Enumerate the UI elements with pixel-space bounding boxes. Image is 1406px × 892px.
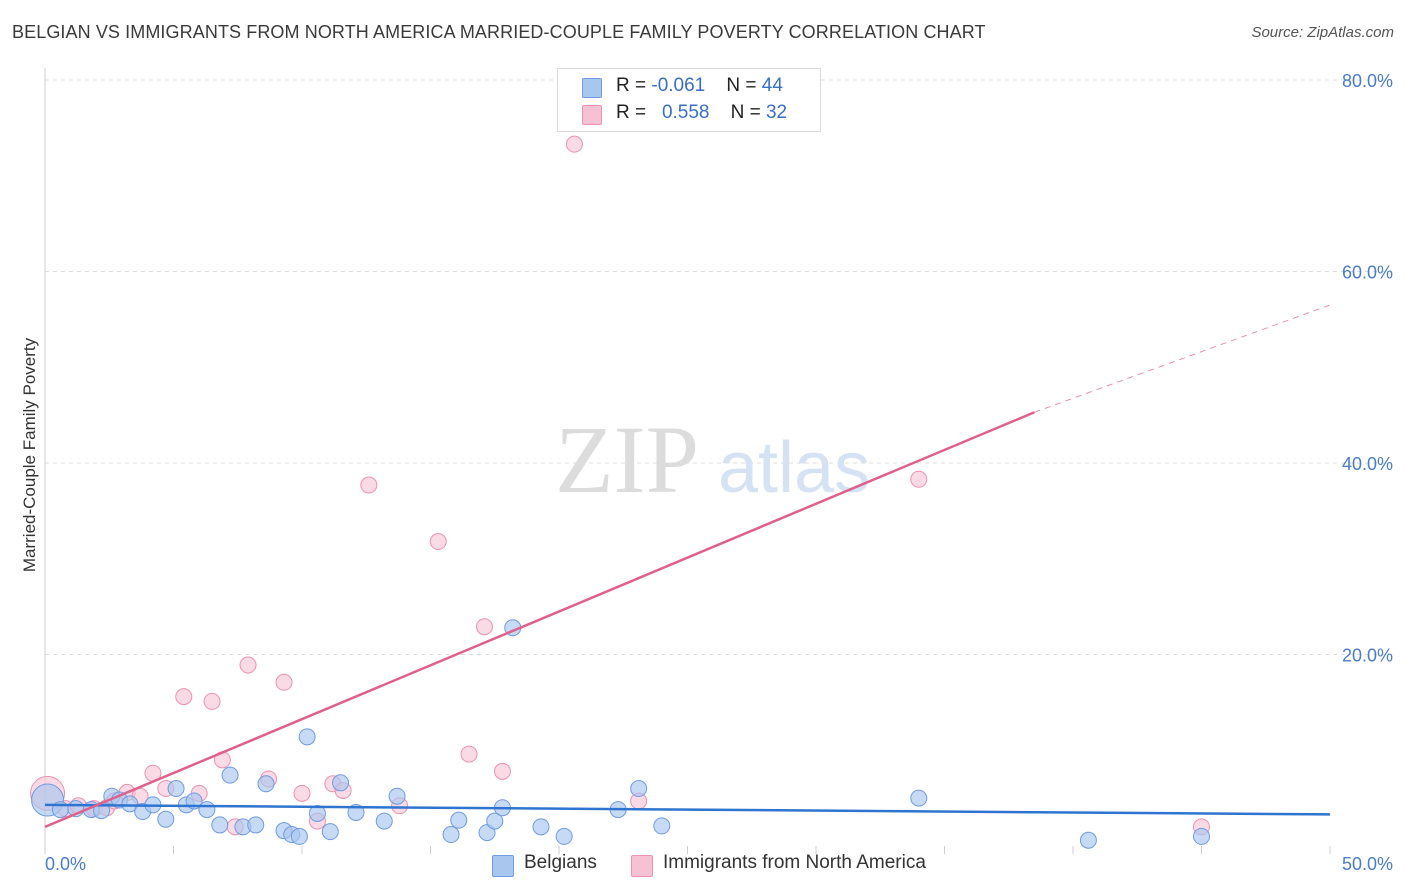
axis-layer (44, 68, 1331, 854)
data-point-belgians (221, 766, 239, 784)
data-point-belgians (167, 780, 185, 798)
watermark: ZIP atlas (555, 406, 870, 513)
data-point-belgians (1193, 827, 1210, 845)
tick-labels-group: 20.0% 40.0% 60.0% 80.0% 0.0% 50.0% (45, 71, 1393, 874)
x-tick-label: 0.0% (45, 854, 86, 874)
data-point-immigrants (239, 656, 257, 674)
data-point-belgians (450, 811, 468, 829)
immigrants-swatch (582, 105, 602, 125)
n-label: N = (726, 75, 762, 96)
trend-line-immigrants (1034, 304, 1331, 413)
data-point-belgians (211, 816, 229, 834)
x-tick-label: 50.0% (1342, 854, 1393, 874)
data-point-belgians (555, 827, 573, 845)
data-point-belgians (532, 818, 550, 836)
blue-points-group (31, 619, 1210, 849)
data-point-belgians (442, 826, 460, 844)
r-value: 0.558 (661, 102, 710, 123)
data-point-immigrants (460, 745, 478, 763)
data-point-belgians (486, 812, 504, 830)
data-point-belgians (298, 728, 316, 746)
trend-line-belgians (44, 803, 1331, 816)
data-point-belgians (332, 774, 350, 792)
stats-legend: R = -0.061 N = 44 R = 0.558 N = 32 (557, 68, 821, 132)
legend-label-immigrants: Immigrants from North America (663, 852, 926, 873)
data-point-belgians (290, 827, 308, 845)
r-label: R = (616, 102, 652, 123)
belgians-legend-swatch (492, 855, 514, 877)
data-point-immigrants (175, 688, 193, 706)
immigrants-legend-swatch (631, 855, 653, 877)
data-point-belgians (388, 787, 406, 805)
r-label: R = (616, 75, 652, 96)
data-point-belgians (121, 795, 139, 813)
data-point-belgians (247, 816, 265, 834)
series-legend: Belgians Immigrants from North America (0, 852, 1406, 878)
data-point-immigrants (565, 135, 583, 153)
data-point-belgians (257, 775, 275, 793)
y-tick-label: 20.0% (1342, 646, 1393, 666)
data-point-immigrants (293, 784, 311, 802)
source-label: Source: ZipAtlas.com (1251, 24, 1394, 41)
belgians-swatch (582, 78, 602, 98)
data-point-belgians (653, 817, 671, 835)
data-point-belgians (910, 789, 928, 807)
data-point-immigrants (429, 533, 447, 551)
data-point-belgians (375, 812, 393, 830)
r-value: -0.061 (651, 75, 706, 96)
trend-lines-group (44, 304, 1331, 829)
y-tick-label: 60.0% (1342, 263, 1393, 283)
chart-title: BELGIAN VS IMMIGRANTS FROM NORTH AMERICA… (12, 22, 986, 42)
y-tick-label: 80.0% (1342, 71, 1393, 91)
data-point-belgians (198, 801, 216, 819)
data-point-belgians (1079, 831, 1097, 849)
data-point-belgians (321, 823, 339, 841)
data-point-immigrants (275, 673, 293, 691)
legend-label-belgians: Belgians (524, 852, 597, 873)
data-point-immigrants (475, 618, 493, 636)
watermark-atlas: atlas (718, 428, 870, 508)
n-value: 32 (765, 102, 788, 123)
data-point-immigrants (493, 762, 511, 780)
data-point-immigrants (203, 692, 221, 710)
n-value: 44 (761, 75, 783, 96)
n-label: N = (730, 102, 766, 123)
data-point-belgians (630, 780, 648, 798)
trend-line-immigrants (44, 411, 1035, 829)
data-point-belgians (157, 810, 175, 828)
data-point-immigrants (910, 470, 928, 488)
y-tick-label: 40.0% (1342, 454, 1393, 474)
data-point-belgians (347, 803, 365, 821)
watermark-zip: ZIP (555, 406, 699, 513)
data-point-immigrants (360, 476, 378, 494)
grid-layer (45, 79, 1392, 655)
data-point-belgians (308, 804, 326, 822)
